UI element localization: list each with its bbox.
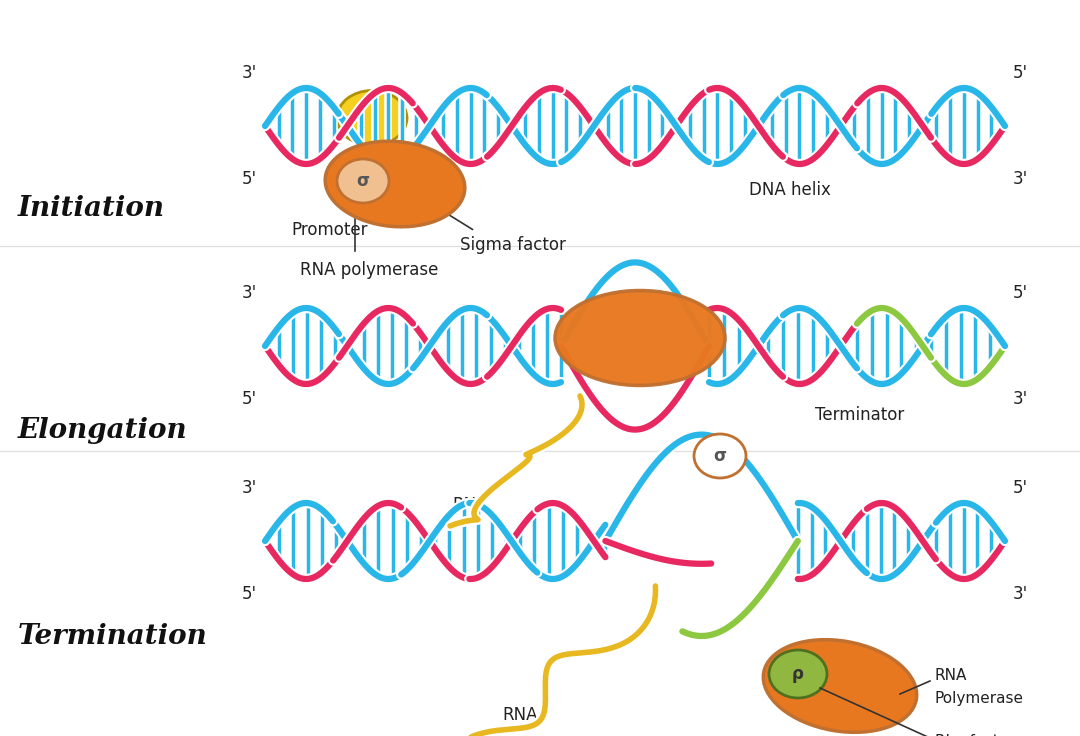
Ellipse shape <box>555 291 725 386</box>
Text: 5': 5' <box>242 170 257 188</box>
Text: 5': 5' <box>1013 479 1028 497</box>
Ellipse shape <box>337 159 389 203</box>
Ellipse shape <box>764 640 917 732</box>
Text: 3': 3' <box>1013 585 1028 603</box>
Text: σ: σ <box>356 172 369 190</box>
Text: Termination: Termination <box>18 623 207 649</box>
Text: 5': 5' <box>1013 64 1028 82</box>
Text: 3': 3' <box>242 479 257 497</box>
Ellipse shape <box>694 434 746 478</box>
Text: 5': 5' <box>1013 284 1028 302</box>
Text: 3': 3' <box>1013 170 1028 188</box>
Text: 3': 3' <box>1013 390 1028 408</box>
Text: RNA: RNA <box>935 668 968 684</box>
Text: ρ: ρ <box>792 665 804 683</box>
Text: Rho factor: Rho factor <box>935 734 1014 736</box>
Text: 3': 3' <box>242 284 257 302</box>
Text: Polymerase: Polymerase <box>935 690 1024 706</box>
Text: 5': 5' <box>242 585 257 603</box>
Text: 5': 5' <box>242 390 257 408</box>
Text: Elongation: Elongation <box>18 417 188 445</box>
Text: 3': 3' <box>242 64 257 82</box>
Text: DNA helix: DNA helix <box>750 181 831 199</box>
Text: Sigma factor: Sigma factor <box>460 236 566 254</box>
Ellipse shape <box>337 91 407 146</box>
Text: Initiation: Initiation <box>18 194 165 222</box>
Ellipse shape <box>325 141 464 227</box>
Ellipse shape <box>769 650 827 698</box>
Text: σ: σ <box>714 447 727 465</box>
Text: RNA: RNA <box>453 496 488 514</box>
Text: RNA: RNA <box>502 706 538 724</box>
Text: RNA polymerase: RNA polymerase <box>300 261 438 279</box>
Text: Promoter: Promoter <box>292 221 368 239</box>
Text: Terminator: Terminator <box>815 406 905 424</box>
